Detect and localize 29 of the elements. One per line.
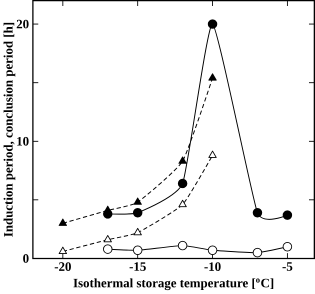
x-axis-title: Isothermal storage temperature [$^{o}$C]: [73, 278, 274, 290]
point: [208, 246, 218, 256]
point: [208, 73, 217, 81]
point: [132, 208, 142, 218]
y-axis-title: Induction period, conclusion period [h]: [4, 23, 16, 237]
point: [134, 198, 142, 205]
y-tick-label: 20: [16, 20, 29, 29]
point: [178, 200, 187, 208]
x-tick-label: -20: [54, 262, 71, 272]
point: [178, 178, 188, 188]
x-tick-label: -5: [282, 262, 292, 271]
point: [134, 228, 142, 236]
point: [178, 240, 188, 250]
point: [58, 246, 67, 254]
point: [103, 244, 112, 254]
x-tick-label: -10: [204, 262, 221, 272]
y-tick-label: 10: [17, 137, 29, 146]
x-tick-label: -15: [130, 262, 146, 272]
point: [58, 218, 67, 226]
point: [252, 248, 262, 258]
point: [132, 246, 142, 256]
point: [252, 208, 262, 218]
point: [178, 156, 187, 164]
point: [104, 235, 112, 242]
point: [282, 242, 292, 252]
y-tick-label: 0: [23, 254, 29, 263]
point: [208, 19, 218, 29]
point: [282, 210, 292, 220]
point: [208, 150, 217, 158]
